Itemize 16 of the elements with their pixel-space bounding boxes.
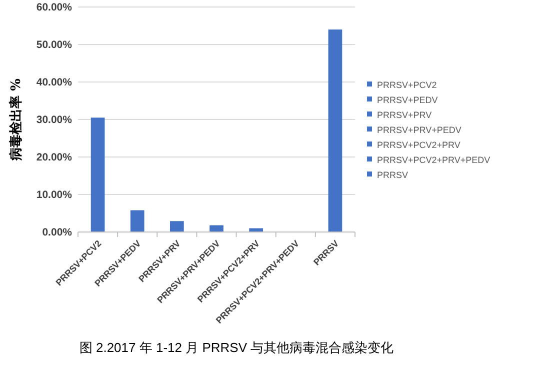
legend-label: PRRSV+PCV2+PRV+PEDV — [377, 155, 490, 166]
y-tick-label: 10.00% — [36, 189, 73, 202]
y-tick-label: 20.00% — [36, 152, 73, 164]
y-axis-title: 病毒检出率 % — [8, 78, 24, 162]
legend-label: PRRSV — [377, 170, 408, 180]
y-tick-label: 60.00% — [36, 2, 73, 14]
y-tick-label: 40.00% — [36, 76, 73, 89]
legend-label: PRRSV+PEDV — [377, 95, 438, 106]
legend-label: PRRSV+PCV2 — [377, 80, 437, 90]
y-tick-label: 0.00% — [42, 226, 73, 239]
legend-label: PRRSV+PRV+PEDV — [377, 125, 462, 136]
text: 图 2.2017 年 1-12 月 PRRSV 与其他病毒混合感染变化 — [79, 340, 394, 355]
y-tick-label: 50.00% — [36, 39, 73, 52]
legend-label: PRRSV+PCV2+PRV — [377, 140, 460, 150]
y-tick-label: 30.00% — [36, 114, 73, 126]
legend-label: PRRSV+PRV — [377, 110, 432, 120]
